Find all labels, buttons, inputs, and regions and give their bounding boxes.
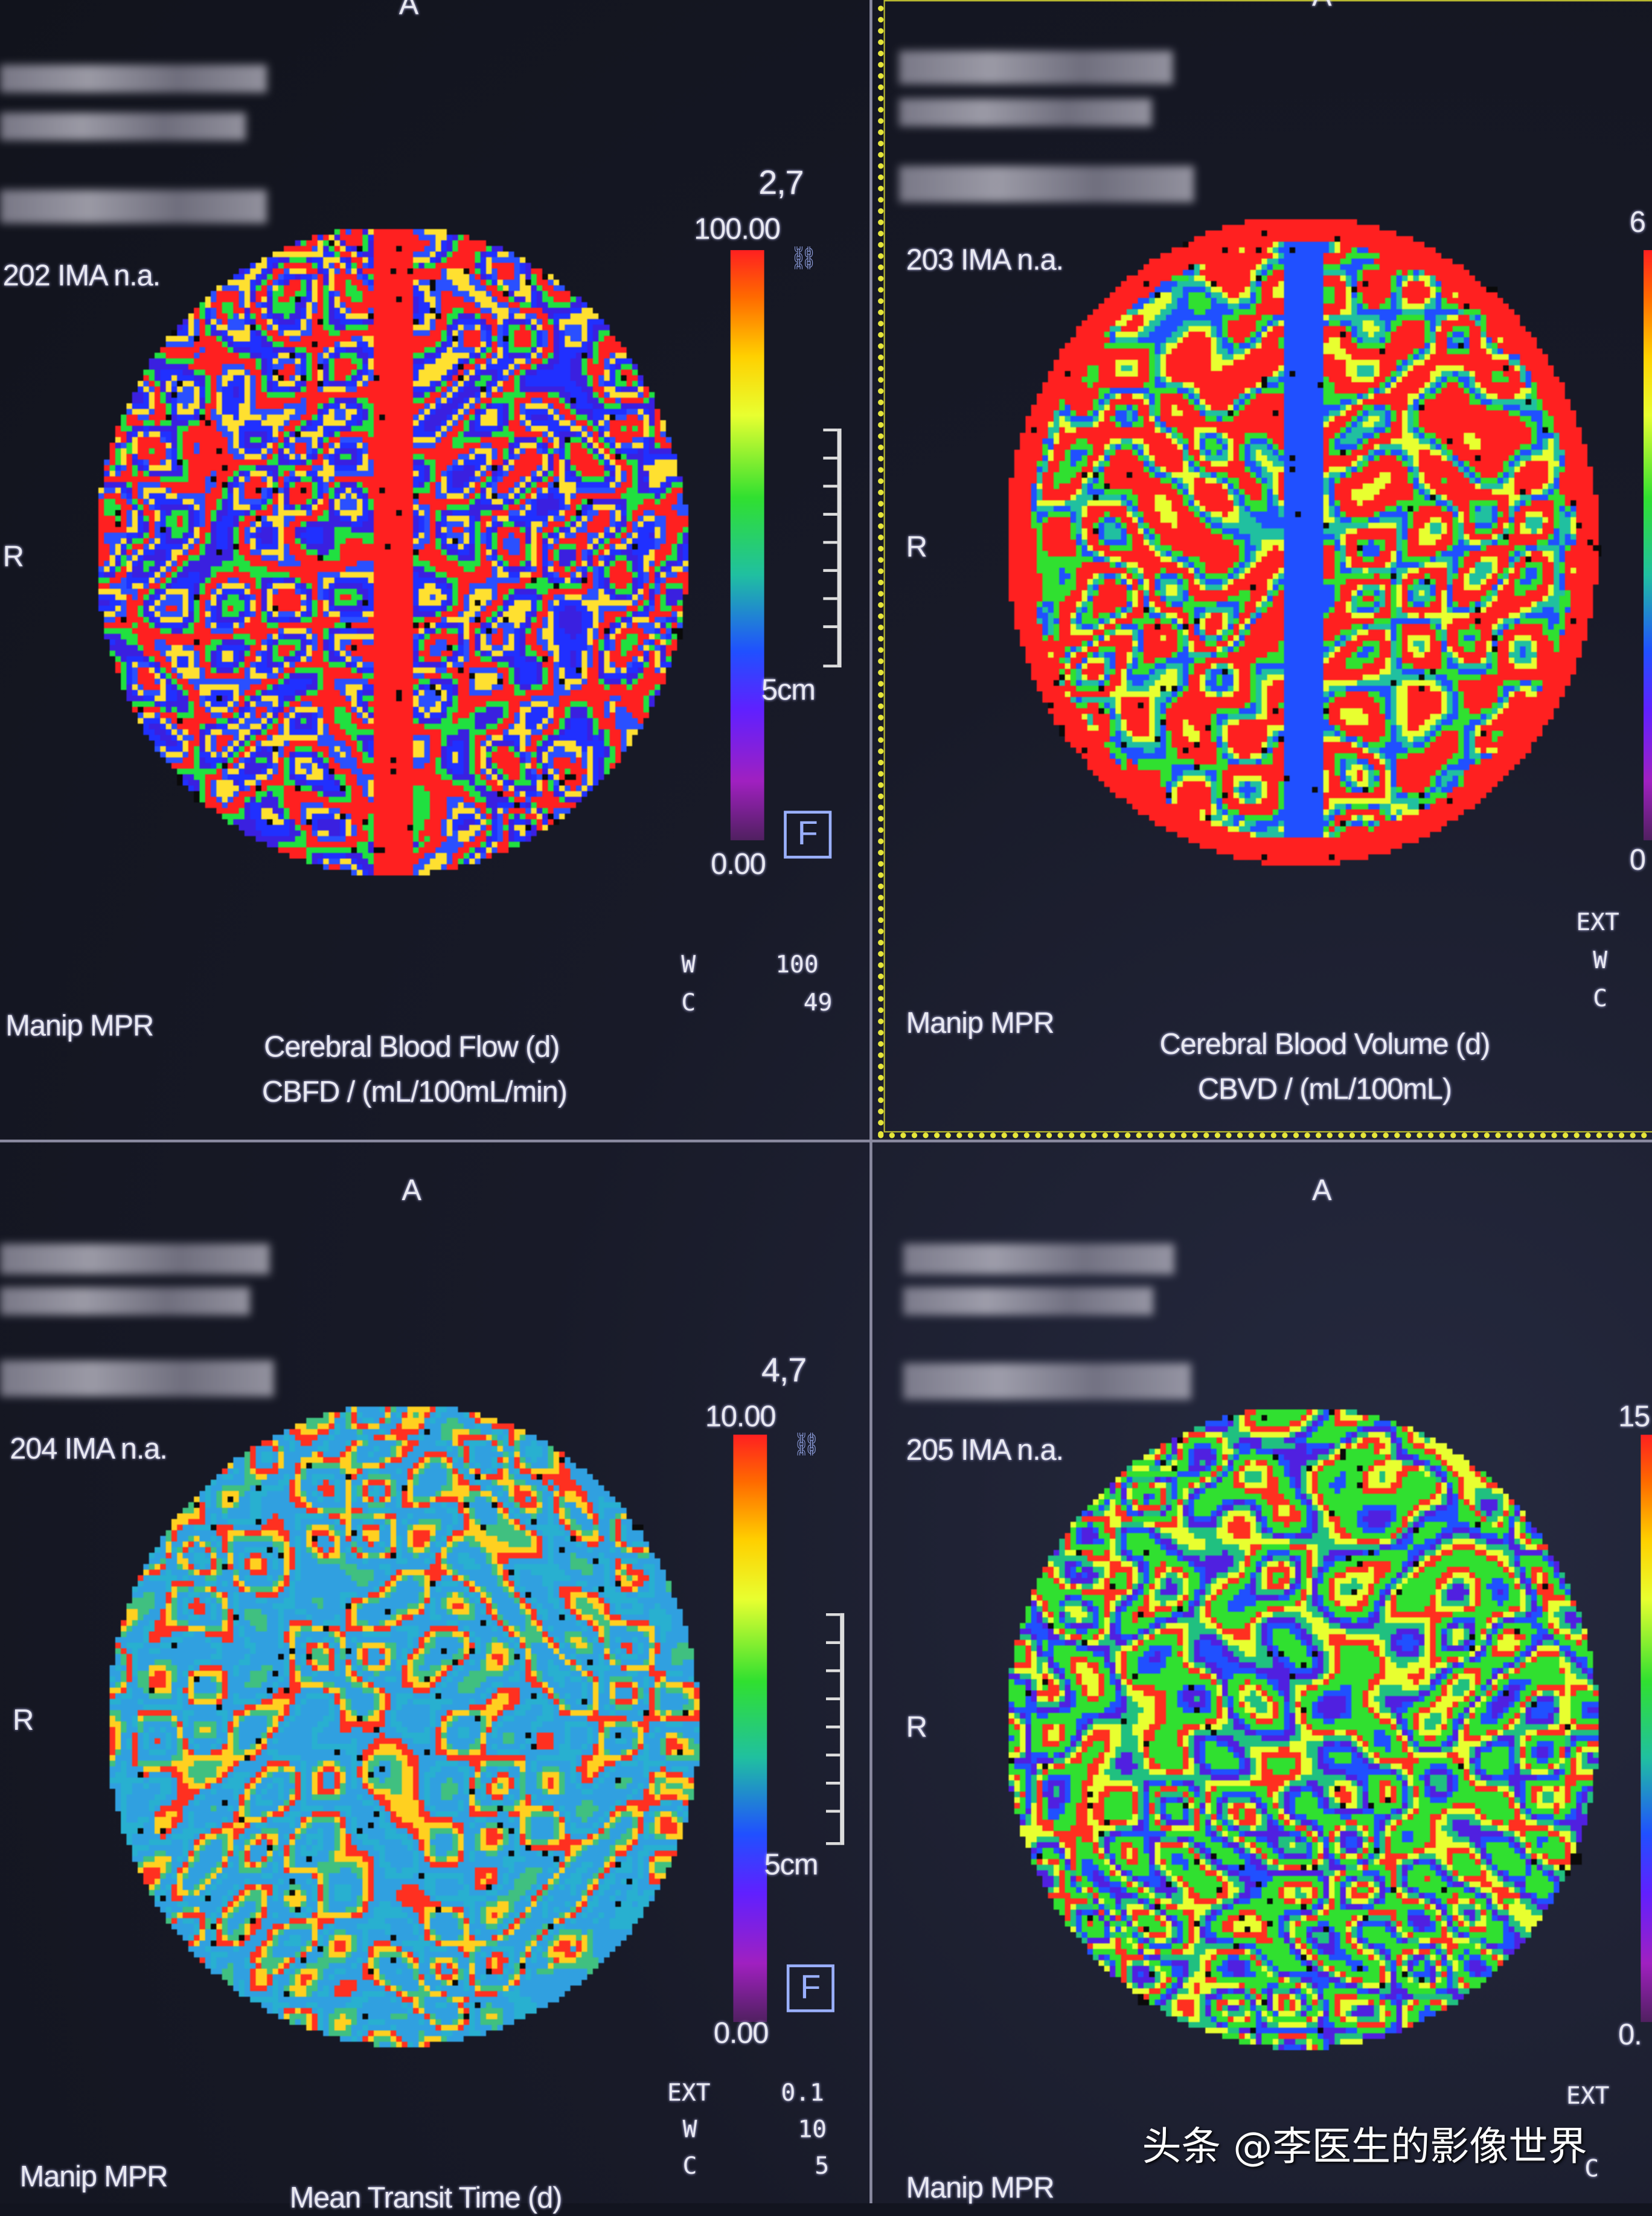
center-value: 49 — [803, 989, 833, 1018]
zoom-factor: 2,7 — [758, 164, 804, 203]
scale-min: 0 — [1629, 844, 1646, 877]
cbv-perfusion-map[interactable] — [997, 208, 1602, 869]
scale-max: 10.00 — [705, 1401, 776, 1434]
color-scale-bar — [1641, 1434, 1652, 2022]
cbf-perfusion-map[interactable] — [87, 217, 691, 879]
orientation-anterior: A — [1312, 0, 1332, 14]
window-label: W — [682, 2116, 697, 2145]
redacted-patient-info — [903, 1243, 1174, 1275]
mode-label: Manip MPR — [906, 2172, 1055, 2205]
redacted-patient-info — [0, 1243, 270, 1275]
ext-label: EXT — [1576, 909, 1619, 937]
center-label: C — [682, 2153, 697, 2181]
redacted-patient-info — [903, 1363, 1191, 1400]
mode-label: Manip MPR — [5, 1010, 154, 1043]
redacted-patient-info — [0, 1287, 251, 1315]
scale-max: 6 — [1629, 206, 1646, 239]
orientation-anterior: A — [1311, 1174, 1332, 1207]
map-title: Cerebral Blood Volume (d) — [1159, 1028, 1491, 1061]
center-label: C — [1593, 984, 1608, 1013]
filter-badge[interactable]: F — [786, 1964, 834, 2012]
window-value: 100 — [775, 951, 819, 980]
map-units: CBFD / (mL/100mL/min) — [261, 1076, 568, 1109]
orientation-right: R — [2, 541, 24, 574]
window-label: W — [681, 951, 696, 980]
window-value: 10 — [798, 2116, 827, 2145]
ruler-label: 5cm — [764, 1849, 819, 1882]
viewport-divider-vertical[interactable] — [869, 0, 872, 2203]
orientation-right: R — [906, 531, 927, 564]
center-label: C — [681, 989, 696, 1018]
color-scale-bar — [730, 250, 764, 841]
orientation-anterior: A — [399, 0, 419, 21]
scale-min: 0.00 — [711, 849, 766, 881]
mode-label: Manip MPR — [906, 1007, 1055, 1040]
orientation-right: R — [12, 1704, 34, 1737]
redacted-patient-info — [0, 112, 246, 141]
scale-ruler — [818, 1613, 845, 1845]
filter-badge[interactable]: F — [784, 811, 832, 859]
link-icon[interactable]: ⛓ — [792, 1433, 821, 1457]
redacted-patient-info — [903, 1287, 1154, 1315]
color-scale-bar — [1644, 250, 1652, 841]
redacted-patient-info — [898, 50, 1173, 85]
window-label: W — [1593, 947, 1608, 975]
color-scale-bar — [733, 1434, 767, 2022]
scale-ruler — [815, 428, 842, 668]
ruler-label: 5cm — [761, 674, 816, 707]
orientation-anterior: A — [402, 1174, 421, 1207]
scale-min: 0.00 — [713, 2017, 769, 2051]
ext-label: EXT — [1566, 2082, 1610, 2111]
viewport-divider-horizontal[interactable] — [0, 1139, 1652, 1143]
redacted-patient-info — [898, 165, 1194, 203]
link-icon[interactable]: ⛓ — [789, 247, 818, 272]
map-title: Cerebral Blood Flow (d) — [264, 1031, 560, 1064]
ttp-perfusion-map[interactable] — [997, 1398, 1602, 2052]
scale-min: 0. — [1618, 2019, 1642, 2052]
zoom-factor: 4,7 — [761, 1352, 807, 1390]
map-title: Mean Transit Time (d) — [289, 2182, 563, 2215]
watermark: 头条 @李医生的影像世界 — [1142, 2123, 1587, 2170]
redacted-patient-info — [0, 65, 267, 93]
scale-max: 15 — [1618, 1401, 1650, 1434]
selected-viewport-border — [878, 0, 1652, 1139]
scale-max: 100.00 — [694, 213, 781, 246]
center-value: 5 — [815, 2153, 830, 2181]
redacted-patient-info — [898, 98, 1152, 127]
mode-label: Manip MPR — [19, 2161, 168, 2194]
ext-label: EXT — [667, 2080, 711, 2108]
map-units: CBVD / (mL/100mL) — [1197, 1073, 1452, 1106]
center-label: C — [1584, 2155, 1599, 2184]
mtt-perfusion-map[interactable] — [98, 1395, 703, 2049]
ext-value: 0.1 — [781, 2080, 825, 2108]
redacted-patient-info — [0, 1360, 274, 1397]
orientation-right: R — [906, 1711, 927, 1744]
